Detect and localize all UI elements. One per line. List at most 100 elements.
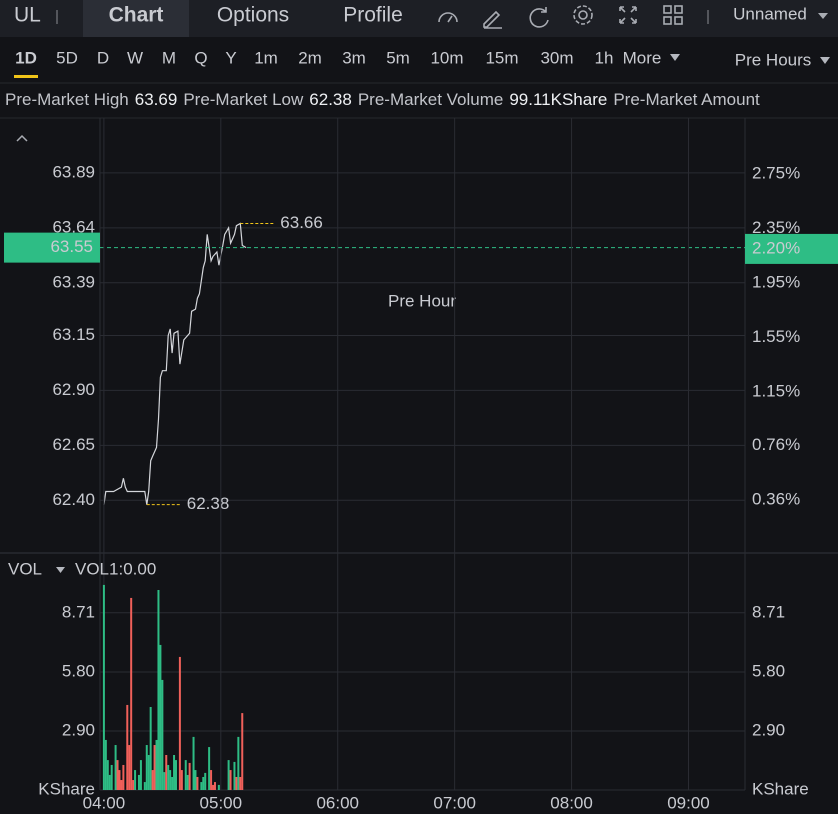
period[interactable]: 30m <box>540 48 573 67</box>
period[interactable]: D <box>97 48 109 67</box>
last-price-label: 63.55 <box>50 237 93 256</box>
dropdown-arrow[interactable] <box>56 567 65 573</box>
volume-bar <box>184 760 187 790</box>
period[interactable]: 2m <box>298 48 322 67</box>
volume-bar <box>192 736 195 790</box>
stat-label: Pre-Market Low <box>183 90 304 109</box>
volume-bar <box>116 760 119 790</box>
y2-tick-label: 5.80 <box>752 661 785 680</box>
volume-bar <box>134 770 137 790</box>
collapse-icon[interactable] <box>16 134 28 142</box>
annotation-label: 63.66 <box>280 213 323 232</box>
volume-bar <box>145 745 148 790</box>
layout-icon[interactable] <box>663 5 672 14</box>
watermark: Pre Hour <box>388 291 456 310</box>
period[interactable]: 5m <box>386 48 410 67</box>
refresh-icon[interactable] <box>529 7 549 28</box>
annotation-label: 62.38 <box>187 494 230 513</box>
last-change-tag <box>745 233 838 264</box>
y-tick-label: 62.65 <box>52 435 95 454</box>
toolbar-icons <box>438 5 683 29</box>
gauge-icon[interactable] <box>438 12 458 23</box>
dropdown-arrow[interactable] <box>818 13 828 19</box>
period[interactable]: Q <box>194 48 207 67</box>
y-tick-label: 63.64 <box>52 217 95 236</box>
fullscreen-icon[interactable] <box>619 6 637 24</box>
volume-bar <box>167 764 170 790</box>
legend: VOL <box>8 559 42 578</box>
volume-bar <box>208 747 211 790</box>
volume-bar <box>137 774 140 790</box>
stat-label: Pre-Market Amount <box>613 90 760 109</box>
last-price-tag <box>4 232 100 263</box>
volume-bar <box>155 739 158 790</box>
volume-bar <box>171 776 174 790</box>
volume-bar <box>159 644 162 790</box>
x-tick-label: 06:00 <box>316 793 359 812</box>
volume-bar <box>229 770 232 790</box>
settings-icon[interactable] <box>578 10 588 20</box>
price-line <box>103 222 247 505</box>
volume-bar <box>178 656 181 790</box>
period[interactable]: 15m <box>485 48 518 67</box>
stats-bar: Pre-Market High 63.69 Pre-Market Low 62.38 P… <box>5 90 760 109</box>
y-tick-label: 63.89 <box>52 162 95 181</box>
session[interactable]: Pre Hours <box>735 50 812 69</box>
volume-bar <box>151 770 154 790</box>
y2-tick-label: 2.35% <box>752 218 800 237</box>
volume-bar <box>204 772 207 790</box>
volume-bar <box>196 776 199 790</box>
period[interactable]: 5D <box>56 48 78 67</box>
volume-bar <box>227 760 230 790</box>
y2-tick-label: 1.15% <box>752 382 800 401</box>
volume-bar <box>194 770 197 790</box>
volume-bar <box>165 755 168 790</box>
period[interactable]: M <box>162 48 176 67</box>
volume-bar <box>122 764 125 790</box>
active-tab-bg <box>83 0 189 37</box>
unit-label: KShare <box>38 779 95 798</box>
volume-bar <box>163 772 166 790</box>
period[interactable]: 1h <box>595 48 614 67</box>
volume-bar <box>147 755 150 790</box>
volume-bar <box>233 761 236 790</box>
x-tick-label: 08:00 <box>550 793 593 812</box>
volume-bar <box>114 745 117 790</box>
stat-label: Pre-Market Volume <box>358 90 504 109</box>
y2-tick-label: 1.55% <box>752 327 800 346</box>
tab[interactable]: Profile <box>343 4 403 27</box>
volume-bar <box>174 760 177 790</box>
volume-bar <box>188 762 191 790</box>
period[interactable]: Y <box>225 48 236 67</box>
layout-name[interactable]: Unnamed <box>733 4 807 23</box>
stat-value: 63.69 <box>135 90 178 109</box>
tab[interactable]: Chart <box>109 4 164 27</box>
symbol: UL <box>14 4 41 27</box>
period[interactable]: 1D <box>15 48 37 67</box>
volume-bar <box>217 784 220 790</box>
volume-bar <box>186 774 189 790</box>
volume-bar <box>108 774 111 790</box>
edit-icon[interactable] <box>483 10 502 29</box>
period-more[interactable]: More <box>623 48 662 67</box>
volume-bar <box>130 597 133 790</box>
stat-value: 62.38 <box>309 90 352 109</box>
x-tick-label: 05:00 <box>200 793 243 812</box>
volume-bar <box>143 782 146 790</box>
period[interactable]: W <box>127 48 143 67</box>
stat-label: Pre-Market High <box>5 90 129 109</box>
volume-bar <box>212 784 215 790</box>
y2-tick-label: 0.76% <box>752 435 800 454</box>
volume-bar <box>180 770 183 790</box>
y-tick-label: 63.15 <box>52 325 95 344</box>
period[interactable]: 1m <box>254 48 278 67</box>
volume-bar <box>173 755 176 790</box>
volume-bar <box>118 770 121 790</box>
volume-bar <box>126 704 129 790</box>
y-tick-label: 62.90 <box>52 380 95 399</box>
y2-tick-label: 1.95% <box>752 272 800 291</box>
period[interactable]: 10m <box>430 48 463 67</box>
tab[interactable]: Options <box>217 4 289 27</box>
y2-tick-label: 2.75% <box>752 163 800 182</box>
period[interactable]: 3m <box>342 48 366 67</box>
